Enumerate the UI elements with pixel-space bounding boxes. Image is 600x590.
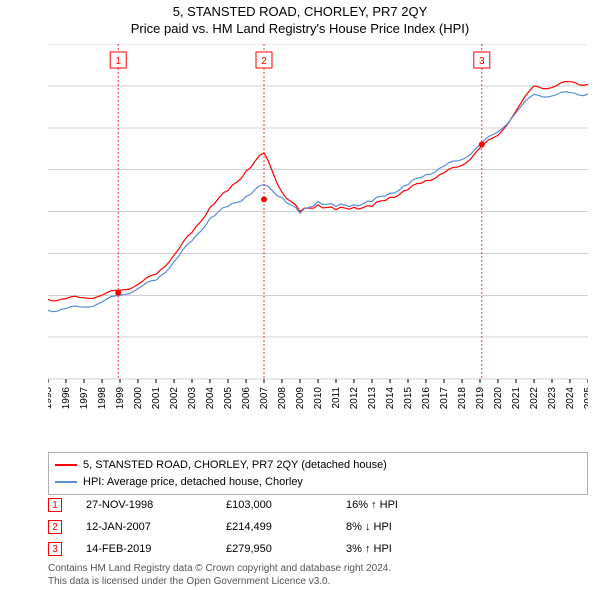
sales-row: 1 27-NOV-1998£103,00016% ↑ HPI xyxy=(48,494,588,516)
svg-text:1998: 1998 xyxy=(97,387,108,410)
sale-date: 12-JAN-2007 xyxy=(86,521,226,533)
sale-date: 27-NOV-1998 xyxy=(86,499,226,511)
svg-text:2018: 2018 xyxy=(457,387,468,410)
svg-text:2010: 2010 xyxy=(313,387,324,410)
legend-label: 5, STANSTED ROAD, CHORLEY, PR7 2QY (deta… xyxy=(83,457,387,474)
svg-text:2009: 2009 xyxy=(295,387,306,410)
sale-hpi-delta: 8% ↓ HPI xyxy=(346,521,466,533)
svg-text:2025: 2025 xyxy=(583,387,588,410)
svg-text:2002: 2002 xyxy=(169,387,180,410)
svg-text:1999: 1999 xyxy=(115,387,126,410)
svg-text:2007: 2007 xyxy=(259,387,270,410)
svg-text:2014: 2014 xyxy=(385,387,396,410)
svg-text:2012: 2012 xyxy=(349,387,360,410)
svg-text:2016: 2016 xyxy=(421,387,432,410)
sales-row: 3 14-FEB-2019£279,9503% ↑ HPI xyxy=(48,538,588,560)
page-subtitle: Price paid vs. HM Land Registry's House … xyxy=(0,21,600,36)
svg-text:2000: 2000 xyxy=(133,387,144,410)
svg-text:2013: 2013 xyxy=(367,387,378,410)
sale-date: 14-FEB-2019 xyxy=(86,543,226,555)
svg-text:2023: 2023 xyxy=(547,387,558,410)
svg-text:2022: 2022 xyxy=(529,387,540,410)
legend-swatch xyxy=(55,481,77,483)
legend-item: 5, STANSTED ROAD, CHORLEY, PR7 2QY (deta… xyxy=(55,457,581,474)
price-chart: £0K£50K£100K£150K£200K£250K£300K£350K£40… xyxy=(48,44,588,424)
svg-text:3: 3 xyxy=(479,56,485,67)
svg-text:1995: 1995 xyxy=(48,387,54,410)
svg-text:1997: 1997 xyxy=(79,387,90,410)
page-title: 5, STANSTED ROAD, CHORLEY, PR7 2QY xyxy=(0,4,600,19)
sale-marker-box: 1 xyxy=(48,498,62,512)
svg-text:2021: 2021 xyxy=(511,387,522,410)
sale-price: £103,000 xyxy=(226,499,346,511)
legend-label: HPI: Average price, detached house, Chor… xyxy=(83,474,303,491)
footer-line: Contains HM Land Registry data © Crown c… xyxy=(48,562,588,575)
sale-hpi-delta: 16% ↑ HPI xyxy=(346,499,466,511)
svg-text:2004: 2004 xyxy=(205,387,216,410)
chart-legend: 5, STANSTED ROAD, CHORLEY, PR7 2QY (deta… xyxy=(48,452,588,495)
svg-text:2008: 2008 xyxy=(277,387,288,410)
sale-price: £279,950 xyxy=(226,543,346,555)
svg-text:2020: 2020 xyxy=(493,387,504,410)
svg-text:2015: 2015 xyxy=(403,387,414,410)
svg-text:2005: 2005 xyxy=(223,387,234,410)
svg-text:2: 2 xyxy=(261,56,267,67)
svg-text:2017: 2017 xyxy=(439,387,450,410)
sales-row: 2 12-JAN-2007£214,4998% ↓ HPI xyxy=(48,516,588,538)
footer-attribution: Contains HM Land Registry data © Crown c… xyxy=(48,562,588,588)
sales-table: 1 27-NOV-1998£103,00016% ↑ HPI 2 12-JAN-200… xyxy=(48,494,588,560)
sale-hpi-delta: 3% ↑ HPI xyxy=(346,543,466,555)
svg-text:2011: 2011 xyxy=(331,387,342,409)
svg-text:2006: 2006 xyxy=(241,387,252,410)
svg-text:2024: 2024 xyxy=(565,387,576,410)
svg-text:2019: 2019 xyxy=(475,387,486,410)
sale-price: £214,499 xyxy=(226,521,346,533)
legend-item: HPI: Average price, detached house, Chor… xyxy=(55,474,581,491)
svg-text:2003: 2003 xyxy=(187,387,198,410)
svg-text:1996: 1996 xyxy=(61,387,72,410)
footer-line: This data is licensed under the Open Gov… xyxy=(48,575,588,588)
sale-marker-box: 2 xyxy=(48,520,62,534)
legend-swatch xyxy=(55,464,77,466)
sale-marker-box: 3 xyxy=(48,542,62,556)
svg-text:1: 1 xyxy=(115,56,121,67)
svg-text:2001: 2001 xyxy=(151,387,162,410)
